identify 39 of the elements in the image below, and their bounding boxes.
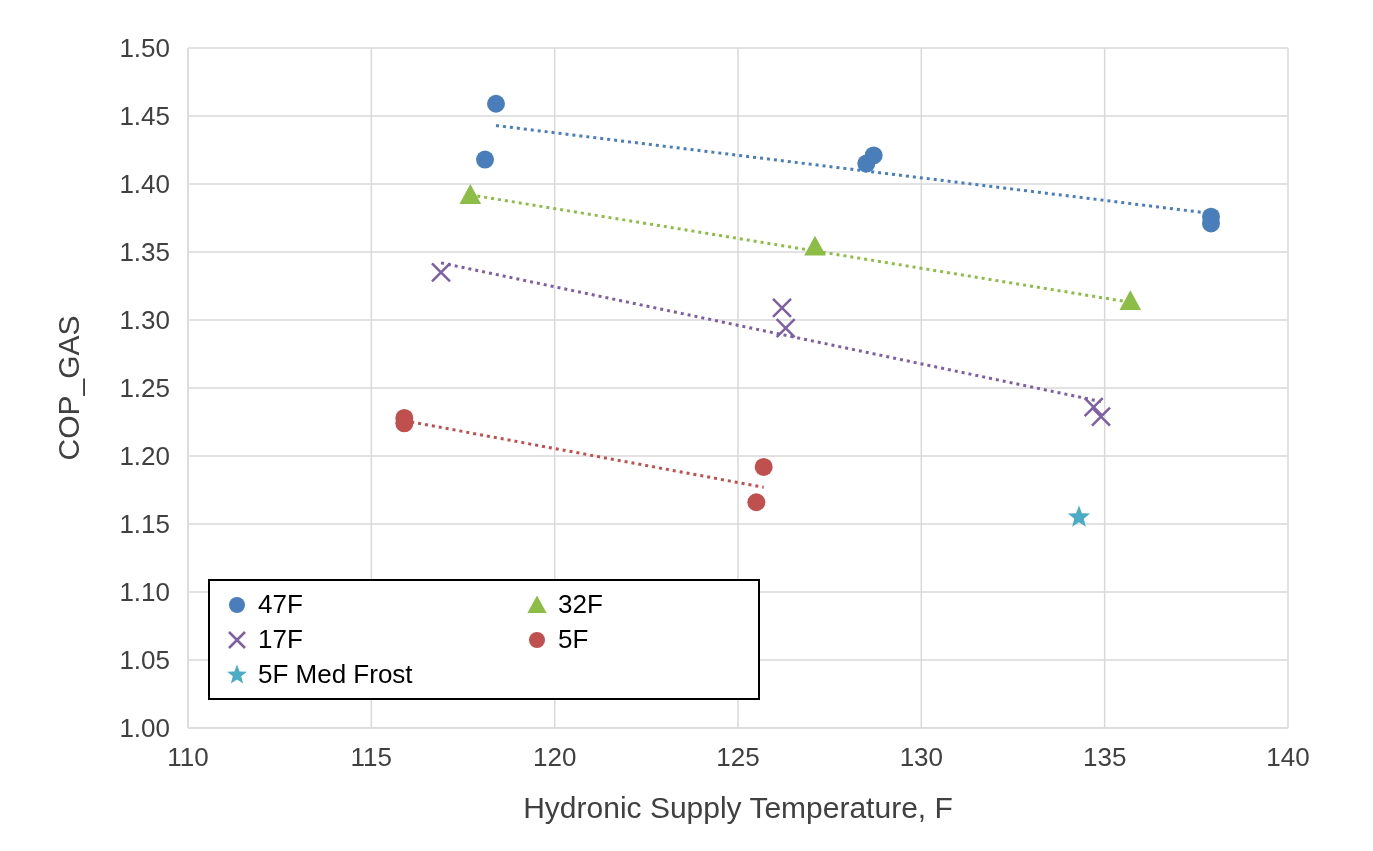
point	[476, 150, 494, 169]
x-tick-label: 140	[1266, 742, 1310, 773]
x-tick-label: 130	[899, 742, 944, 773]
legend-label: 47F	[258, 589, 303, 620]
point	[754, 457, 773, 476]
x-tick-label: 135	[1082, 742, 1127, 773]
point	[771, 297, 793, 319]
point	[775, 317, 796, 339]
legend-label: 5F Med Frost	[258, 659, 413, 690]
y-tick-label: 1.30	[119, 305, 170, 336]
point	[804, 235, 826, 256]
point	[1067, 505, 1091, 527]
y-tick-label: 1.15	[119, 509, 170, 540]
y-tick-label: 1.45	[119, 101, 170, 132]
point	[747, 493, 766, 512]
legend-label: 32F	[558, 589, 603, 620]
x-tick-label: 120	[532, 742, 577, 773]
point	[864, 146, 883, 165]
legend-label: 5F	[558, 624, 589, 655]
x-tick-label: 125	[716, 742, 760, 773]
y-tick-label: 1.10	[119, 577, 170, 608]
y-tick-label: 1.50	[119, 33, 170, 64]
point	[1090, 406, 1112, 427]
x-axis-title: Hydronic Supply Temperature, F	[523, 791, 953, 824]
y-axis-title: COP_GAS	[51, 315, 85, 461]
y-tick-label: 1.40	[119, 169, 170, 200]
point	[459, 184, 482, 204]
x-tick-label: 110	[167, 742, 209, 773]
y-tick-label: 1.05	[119, 645, 170, 676]
point	[487, 94, 505, 113]
point	[1119, 290, 1142, 310]
point	[1083, 396, 1104, 418]
y-tick-label: 1.00	[119, 713, 170, 744]
point	[430, 262, 452, 283]
y-tick-label: 1.35	[119, 237, 170, 268]
legend-label: 17F	[258, 624, 303, 655]
x-tick-label: 115	[350, 742, 393, 773]
y-tick-label: 1.20	[119, 441, 170, 472]
y-tick-label: 1.25	[119, 373, 170, 404]
